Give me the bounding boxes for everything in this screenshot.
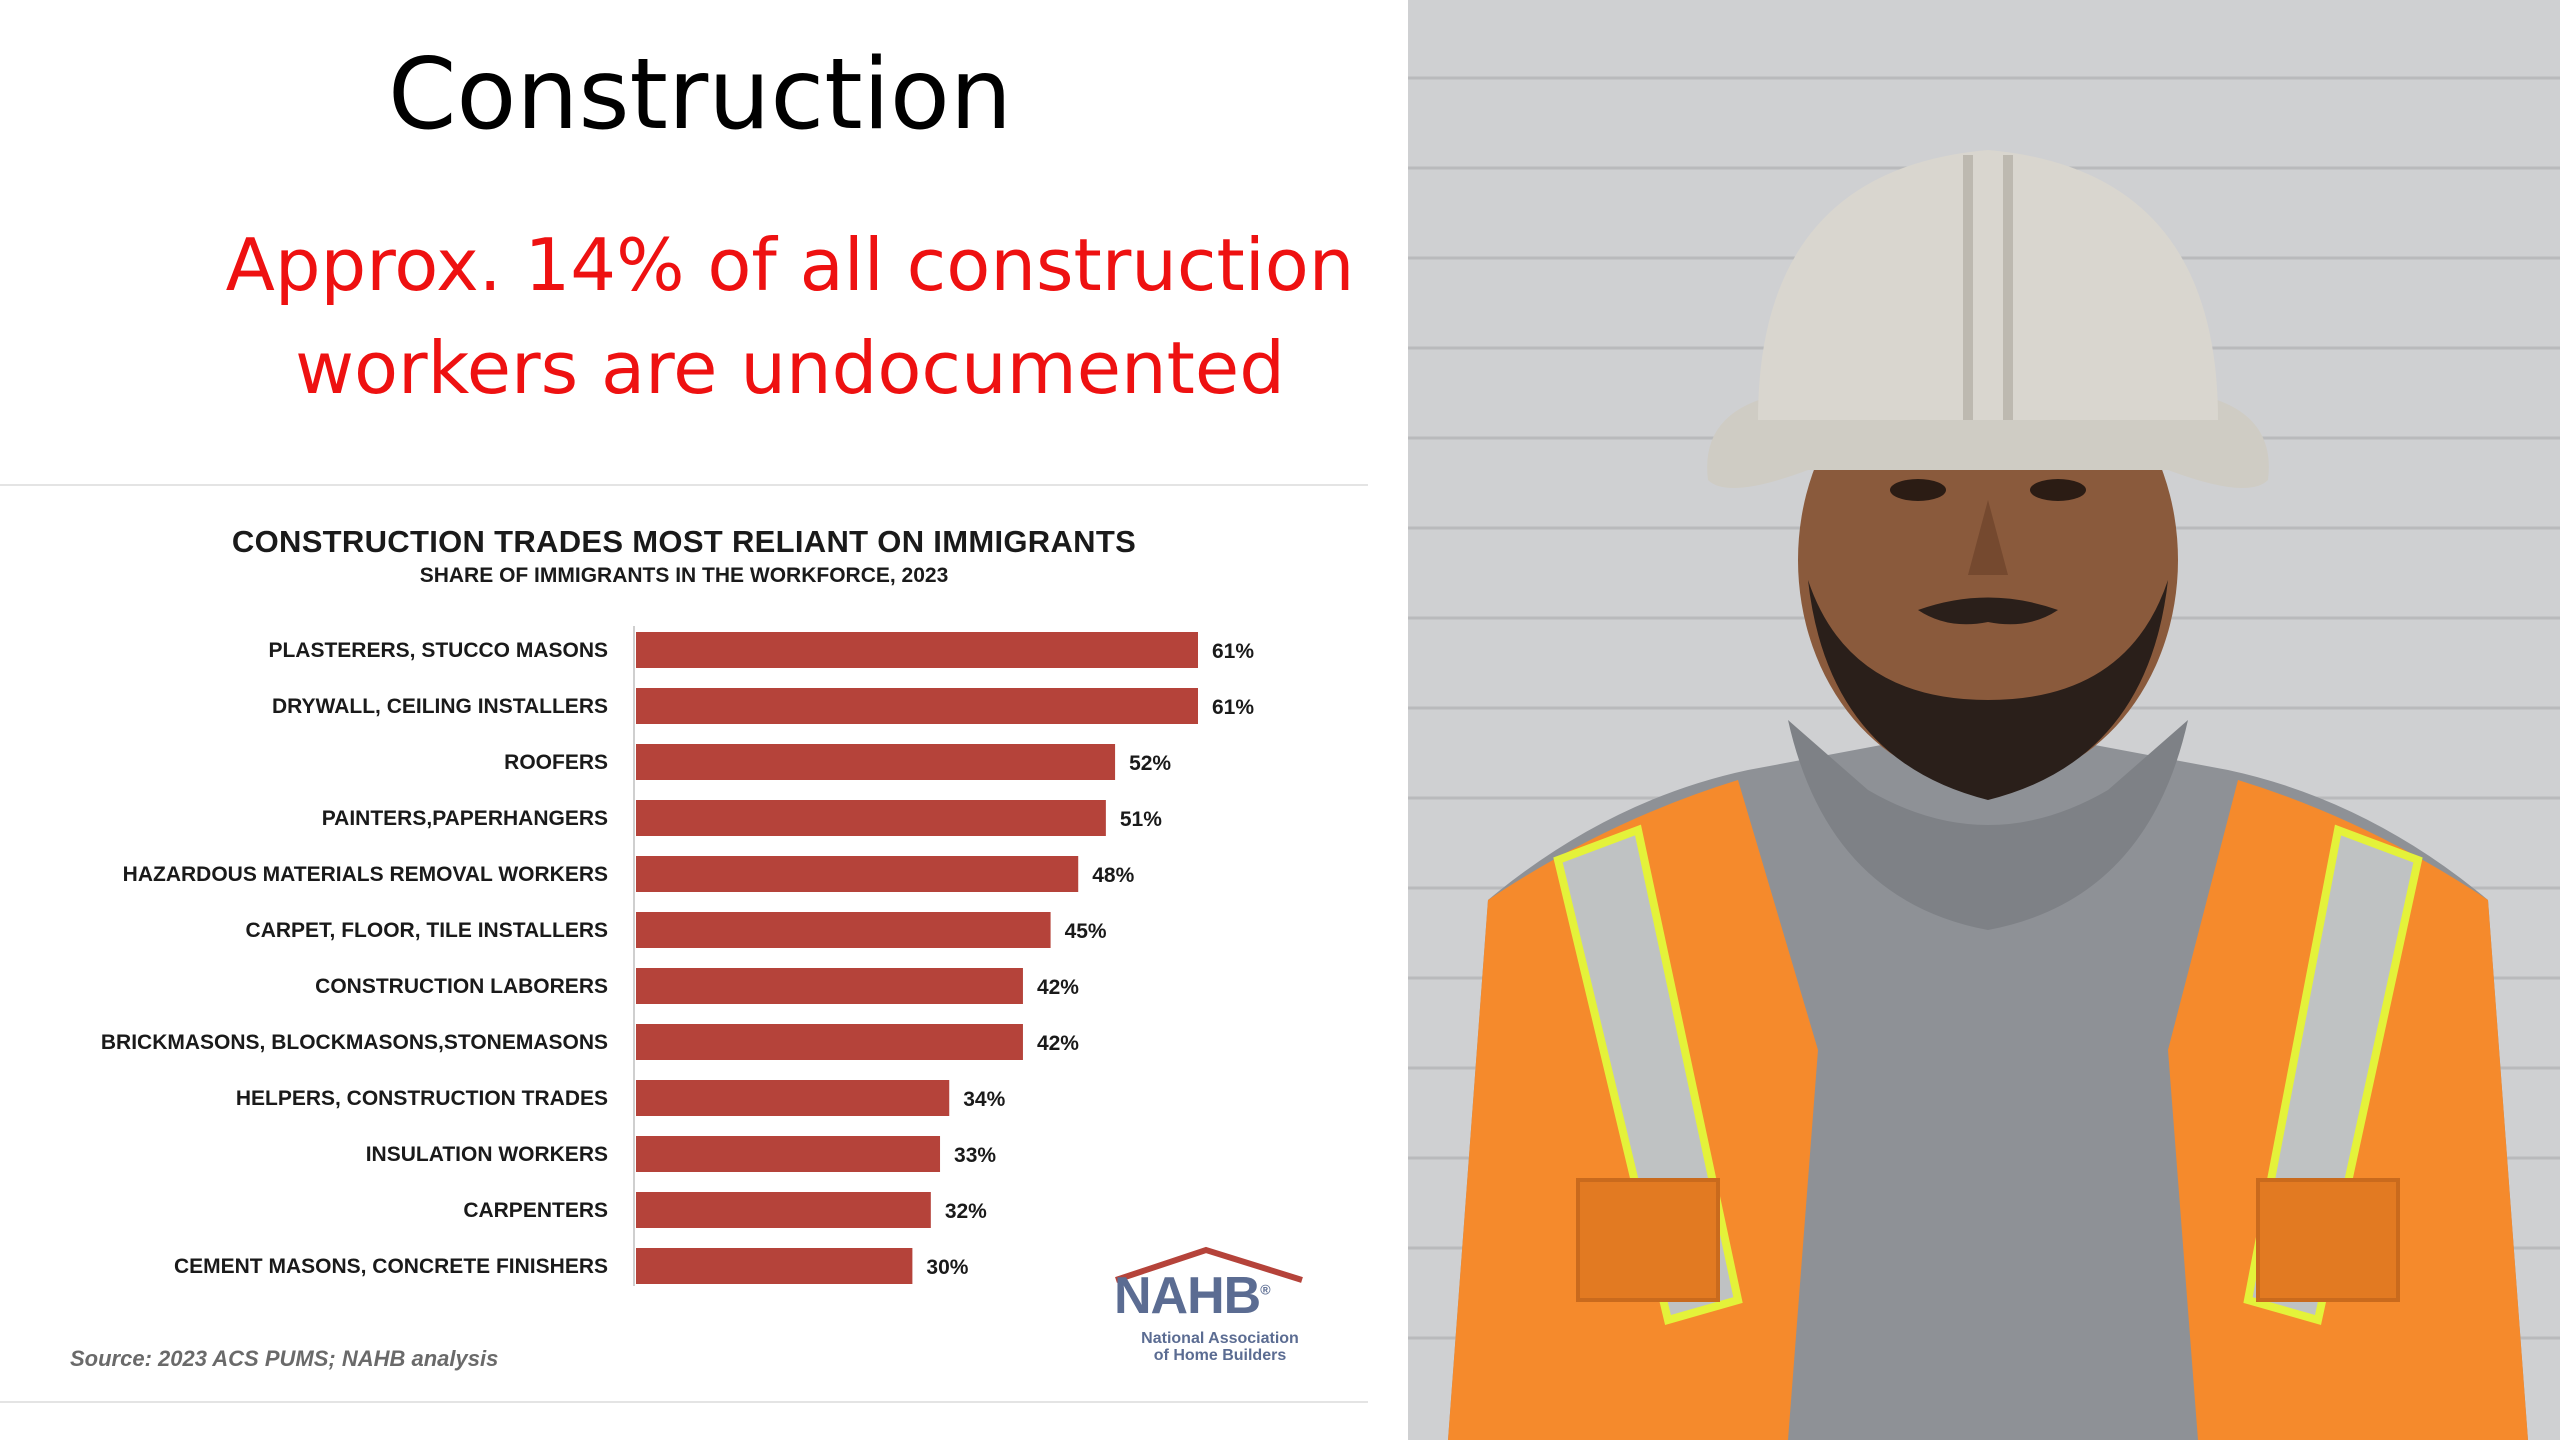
nahb-wordmark: NAHB® <box>1114 1266 1271 1326</box>
category-label: CARPENTERS <box>463 1199 608 1222</box>
category-label: CARPET, FLOOR, TILE INSTALLERS <box>246 919 608 942</box>
nahb-caption: National Association of Home Builders <box>1110 1330 1330 1364</box>
category-label: BRICKMASONS, BLOCKMASONS,STONEMASONS <box>101 1031 608 1054</box>
bar <box>636 632 1198 668</box>
category-label: HAZARDOUS MATERIALS REMOVAL WORKERS <box>123 863 608 886</box>
worker-illustration <box>1408 0 2560 1440</box>
hood <box>1788 720 2188 930</box>
slide-subtitle: Approx. 14% of all construction workers … <box>190 214 1390 420</box>
bar <box>636 1136 941 1172</box>
beard <box>1808 580 2168 800</box>
chart-panel: CONSTRUCTION TRADES MOST RELIANT ON IMMI… <box>0 484 1368 1403</box>
category-label: HELPERS, CONSTRUCTION TRADES <box>236 1087 608 1110</box>
bar <box>636 1248 913 1284</box>
nahb-caption-line-1: National Association <box>1141 1330 1299 1347</box>
hard-hat-ridge <box>1963 155 2013 420</box>
bar-value-label: 42% <box>1037 976 1079 999</box>
nahb-logo: NAHB® National Association of Home Build… <box>1110 1244 1330 1364</box>
slide-title: Construction <box>388 38 1012 152</box>
bar-value-label: 45% <box>1065 920 1107 943</box>
category-label: DRYWALL, CEILING INSTALLERS <box>272 695 608 718</box>
category-label: INSULATION WORKERS <box>366 1143 608 1166</box>
vest-pocket <box>1576 1178 1720 1302</box>
bar-value-label: 61% <box>1212 696 1254 719</box>
mustache <box>1918 597 2058 625</box>
registered-mark: ® <box>1260 1281 1270 1298</box>
bar <box>636 1080 950 1116</box>
vest-pocket-right <box>2256 1178 2400 1302</box>
bar-value-label: 33% <box>954 1144 996 1167</box>
category-label: PAINTERS,PAPERHANGERS <box>322 807 608 830</box>
nose <box>1968 500 2008 575</box>
bar <box>636 744 1116 780</box>
nahb-wordmark-text: NAHB <box>1114 1267 1261 1325</box>
bar <box>636 1192 931 1228</box>
right-eye <box>2030 479 2086 501</box>
bar-value-label: 34% <box>963 1088 1005 1111</box>
bar-value-label: 61% <box>1212 640 1254 663</box>
chart-title: CONSTRUCTION TRADES MOST RELIANT ON IMMI… <box>231 524 1137 559</box>
bar <box>636 856 1079 892</box>
slide-subtitle-line-2: workers are undocumented <box>295 326 1285 410</box>
bar-value-label: 52% <box>1129 752 1171 775</box>
house-roof-icon <box>1115 1246 1303 1283</box>
left-eye <box>1890 479 1946 501</box>
chart-subtitle: SHARE OF IMMIGRANTS IN THE WORKFORCE, 20… <box>419 564 949 587</box>
hard-hat-dome <box>1758 150 2218 420</box>
bar <box>636 1024 1023 1060</box>
bar-chart: PLASTERERS, STUCCO MASONS 61% DRYWALL, CEI… <box>101 626 1254 1286</box>
bar-value-label: 48% <box>1092 864 1134 887</box>
worker-photo <box>1408 0 2560 1440</box>
bar <box>636 912 1051 948</box>
slide-subtitle-line-1: Approx. 14% of all construction <box>225 223 1355 307</box>
source-note: Source: 2023 ACS PUMS; NAHB analysis <box>70 1346 499 1371</box>
bar <box>636 688 1198 724</box>
bar-value-label: 32% <box>945 1200 987 1223</box>
bar-value-label: 42% <box>1037 1032 1079 1055</box>
bar-value-label: 51% <box>1120 808 1162 831</box>
bar <box>636 968 1023 1004</box>
category-label: ROOFERS <box>504 751 608 774</box>
bar <box>636 800 1106 836</box>
category-label: CONSTRUCTION LABORERS <box>315 975 608 998</box>
category-label: PLASTERERS, STUCCO MASONS <box>268 639 608 662</box>
bar-value-label: 30% <box>926 1256 968 1279</box>
category-label: CEMENT MASONS, CONCRETE FINISHERS <box>174 1255 608 1278</box>
nahb-caption-line-2: of Home Builders <box>1153 1347 1287 1364</box>
